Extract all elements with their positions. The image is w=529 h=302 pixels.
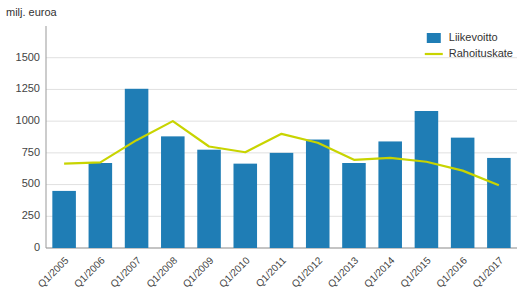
legend-item: Liikevoitto bbox=[427, 31, 498, 43]
bar bbox=[161, 136, 185, 248]
axes: 0250500750100012501500Q1/2005Q1/2006Q1/2… bbox=[16, 26, 517, 290]
x-tick-label: Q1/2014 bbox=[362, 254, 397, 289]
bar bbox=[342, 163, 366, 248]
bar bbox=[270, 153, 294, 248]
x-tick-label: Q1/2011 bbox=[254, 254, 289, 289]
bar bbox=[451, 138, 475, 248]
x-tick-label: Q1/2016 bbox=[434, 254, 469, 289]
legend-label: Rahoituskate bbox=[449, 47, 513, 59]
legend-swatch bbox=[427, 33, 441, 43]
y-tick-label: 1000 bbox=[16, 114, 40, 126]
x-tick-label: Q1/2010 bbox=[217, 254, 252, 289]
bar bbox=[89, 163, 113, 248]
y-tick-label: 1500 bbox=[16, 51, 40, 63]
y-axis-label: milj. euroa bbox=[6, 6, 58, 18]
legend-label: Liikevoitto bbox=[449, 31, 498, 43]
bar bbox=[125, 89, 149, 248]
bar bbox=[52, 191, 76, 248]
y-tick-label: 1250 bbox=[16, 82, 40, 94]
grid-line bbox=[46, 121, 517, 122]
bar bbox=[487, 158, 511, 248]
y-tick-label: 500 bbox=[22, 177, 40, 189]
bar bbox=[306, 140, 330, 248]
grid bbox=[46, 58, 517, 248]
x-tick-label: Q1/2005 bbox=[36, 254, 71, 289]
x-tick-label: Q1/2007 bbox=[108, 254, 143, 289]
x-tick-label: Q1/2015 bbox=[398, 254, 433, 289]
y-tick-label: 250 bbox=[22, 209, 40, 221]
x-tick-label: Q1/2008 bbox=[144, 254, 179, 289]
grid-line bbox=[46, 57, 517, 58]
x-tick-label: Q1/2012 bbox=[289, 254, 324, 289]
y-axis-line bbox=[46, 26, 47, 248]
bar bbox=[197, 150, 221, 248]
y-tick-label: 0 bbox=[34, 241, 40, 253]
legend: Liikevoitto Rahoituskate bbox=[425, 31, 513, 59]
bar bbox=[415, 111, 439, 248]
x-tick-label: Q1/2013 bbox=[326, 254, 361, 289]
bar bbox=[233, 164, 257, 248]
y-tick-label: 750 bbox=[22, 146, 40, 158]
legend-item: Rahoituskate bbox=[425, 47, 513, 59]
x-tick-label: Q1/2017 bbox=[470, 254, 505, 289]
x-tick-label: Q1/2009 bbox=[181, 254, 216, 289]
marks bbox=[52, 89, 510, 248]
line bbox=[64, 121, 499, 185]
chart: 0250500750100012501500Q1/2005Q1/2006Q1/2… bbox=[0, 0, 529, 302]
legend-swatch bbox=[425, 53, 443, 55]
x-tick-label: Q1/2006 bbox=[72, 254, 107, 289]
grid-line bbox=[46, 89, 517, 90]
chart-container: 0250500750100012501500Q1/2005Q1/2006Q1/2… bbox=[0, 0, 529, 302]
